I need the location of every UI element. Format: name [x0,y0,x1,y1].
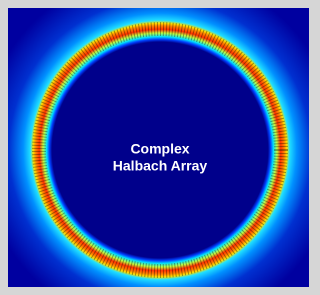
field-plot: Complex Halbach Array [0,0,317,295]
label-line: Complex [130,141,189,157]
page: Complex Halbach Array (() => { const dat… [0,0,317,295]
label-line: Halbach Array [113,158,208,174]
